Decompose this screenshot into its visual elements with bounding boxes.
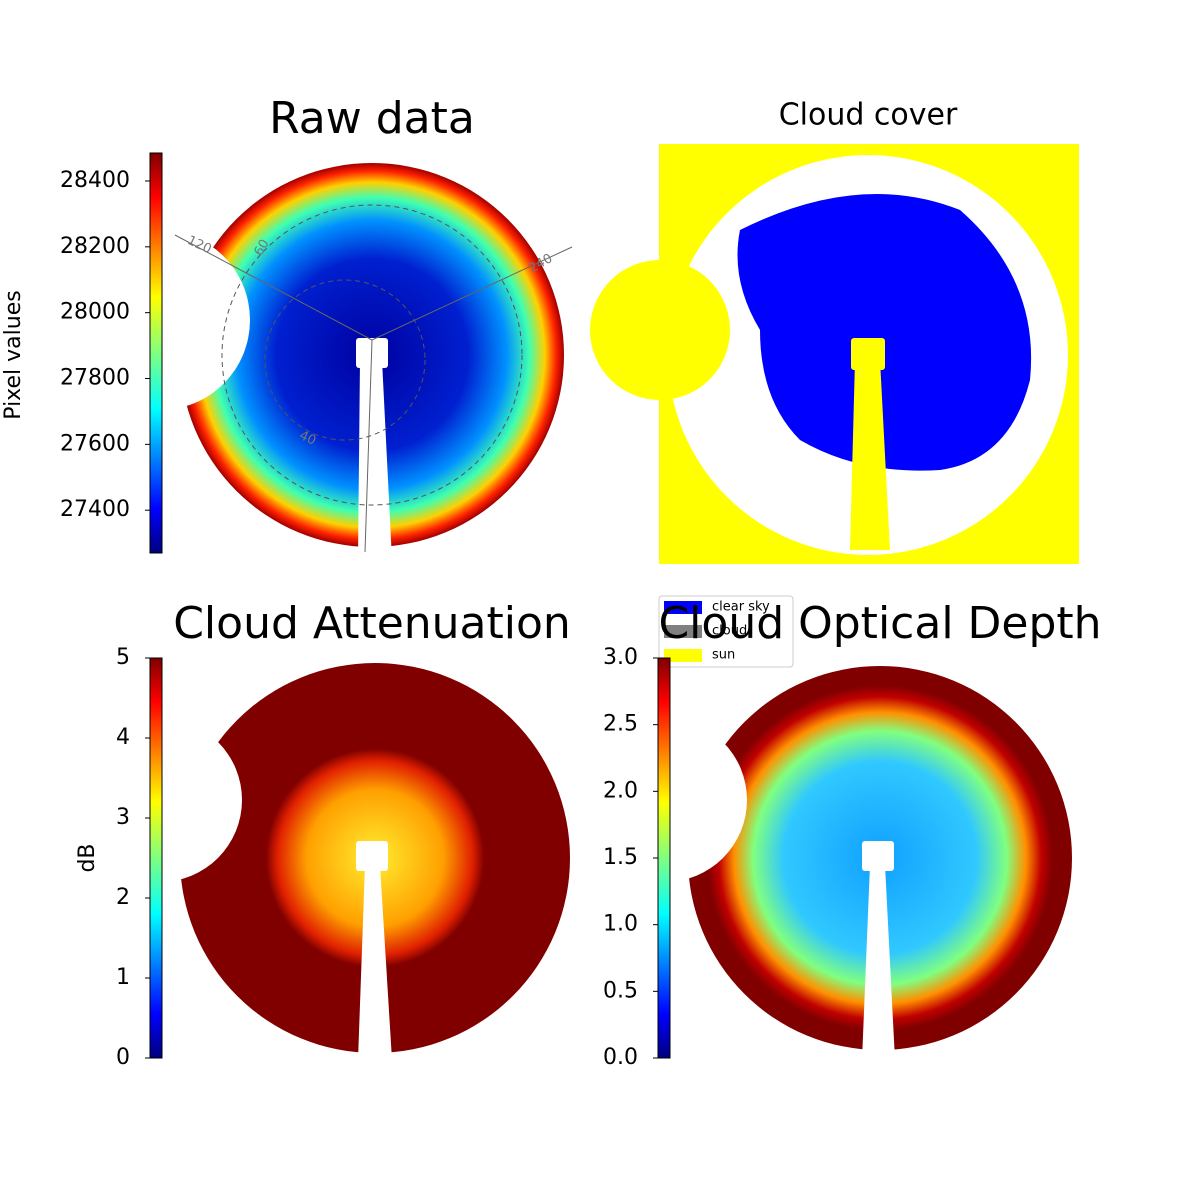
tick-label: 27400 bbox=[60, 497, 130, 522]
tick-label: 5 bbox=[116, 645, 130, 670]
legend-label: cloud bbox=[712, 624, 747, 639]
tick-label: 1.5 bbox=[603, 845, 638, 870]
tick-label: 0 bbox=[116, 1045, 130, 1070]
colorbar bbox=[657, 657, 671, 1059]
tick-label: 0.0 bbox=[603, 1045, 638, 1070]
tick-label: 28200 bbox=[60, 234, 130, 259]
panel-title: Cloud cover bbox=[779, 98, 958, 133]
legend-swatch bbox=[664, 601, 702, 614]
legend-swatch bbox=[664, 625, 702, 638]
optical-depth-image bbox=[583, 666, 1072, 1060]
tick-label: 4 bbox=[116, 725, 130, 750]
cloud-image bbox=[590, 144, 1079, 564]
tick-label: 27800 bbox=[60, 366, 130, 391]
polar-label: 60 bbox=[252, 237, 273, 259]
panel-title: Raw data bbox=[269, 93, 475, 144]
legend-swatch bbox=[664, 649, 702, 662]
colorbar bbox=[149, 152, 163, 554]
tick-label: 0.5 bbox=[603, 978, 638, 1003]
tick-label: 2 bbox=[116, 885, 130, 910]
tick-label: 2.5 bbox=[603, 712, 638, 737]
colorbar bbox=[149, 657, 163, 1059]
tick-label: 2.0 bbox=[603, 778, 638, 803]
tick-label: 28400 bbox=[60, 168, 130, 193]
panel-title: Cloud Attenuation bbox=[173, 598, 571, 649]
colorbar-label: dB bbox=[75, 843, 100, 872]
raw-image bbox=[70, 163, 573, 560]
tick-label: 3 bbox=[116, 805, 130, 830]
panel-title: Cloud Optical Depth bbox=[658, 598, 1101, 649]
tick-label: 1.0 bbox=[603, 912, 638, 937]
tick-label: 3.0 bbox=[603, 645, 638, 670]
tick-label: 1 bbox=[116, 965, 130, 990]
tick-label: 28000 bbox=[60, 300, 130, 325]
legend-label: clear sky bbox=[712, 600, 770, 615]
legend-label: sun bbox=[712, 648, 735, 663]
polar-label: 40 bbox=[297, 428, 318, 449]
attenuation-image bbox=[78, 663, 570, 1060]
tick-label: 27600 bbox=[60, 431, 130, 456]
colorbar-label: Pixel values bbox=[1, 290, 26, 419]
